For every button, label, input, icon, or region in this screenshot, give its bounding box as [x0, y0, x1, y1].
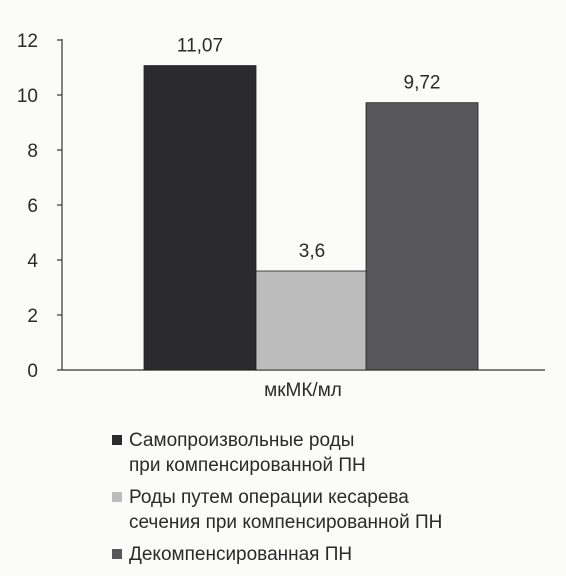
legend: Самопроизвольные роды при компенсированн… [112, 428, 442, 574]
y-tick-label-8: 8 [27, 141, 38, 162]
legend-item-1: Роды путем операции кесарева сечения при… [112, 485, 442, 535]
y-tick-label-12: 12 [17, 31, 38, 52]
data-label-0: 11,07 [177, 36, 223, 57]
bar-2 [365, 102, 479, 371]
legend-item-2: Декомпенсированная ПН [112, 542, 442, 567]
x-axis-label: мкМК/мл [264, 380, 342, 401]
legend-label-0: Самопроизвольные роды при компенсированн… [129, 430, 366, 476]
bar-0 [143, 65, 257, 371]
legend-label-2: Декомпенсированная ПН [129, 544, 353, 565]
bar-1 [255, 270, 369, 371]
legend-label-1: Роды путем операции кесарева сечения при… [129, 487, 443, 533]
data-labels: 11,07 3,6 9,72 [177, 36, 441, 262]
data-label-2: 9,72 [404, 73, 441, 94]
legend-swatch-2 [112, 549, 122, 559]
y-tick-label-4: 4 [27, 251, 38, 272]
y-tick-label-2: 2 [27, 306, 38, 327]
y-tick-label-6: 6 [27, 196, 38, 217]
legend-item-0: Самопроизвольные роды при компенсированн… [112, 428, 442, 478]
y-tick-label-0: 0 [27, 361, 38, 382]
bars [143, 65, 479, 371]
y-tick-label-10: 10 [17, 86, 38, 107]
y-axis: 0 2 4 6 8 10 12 [17, 31, 545, 382]
legend-swatch-1 [112, 492, 122, 502]
data-label-1: 3,6 [299, 241, 325, 262]
bar-chart: 0 2 4 6 8 10 12 11,07 3,6 9,72 мкМК/мл [17, 31, 545, 401]
legend-swatch-0 [112, 435, 122, 445]
